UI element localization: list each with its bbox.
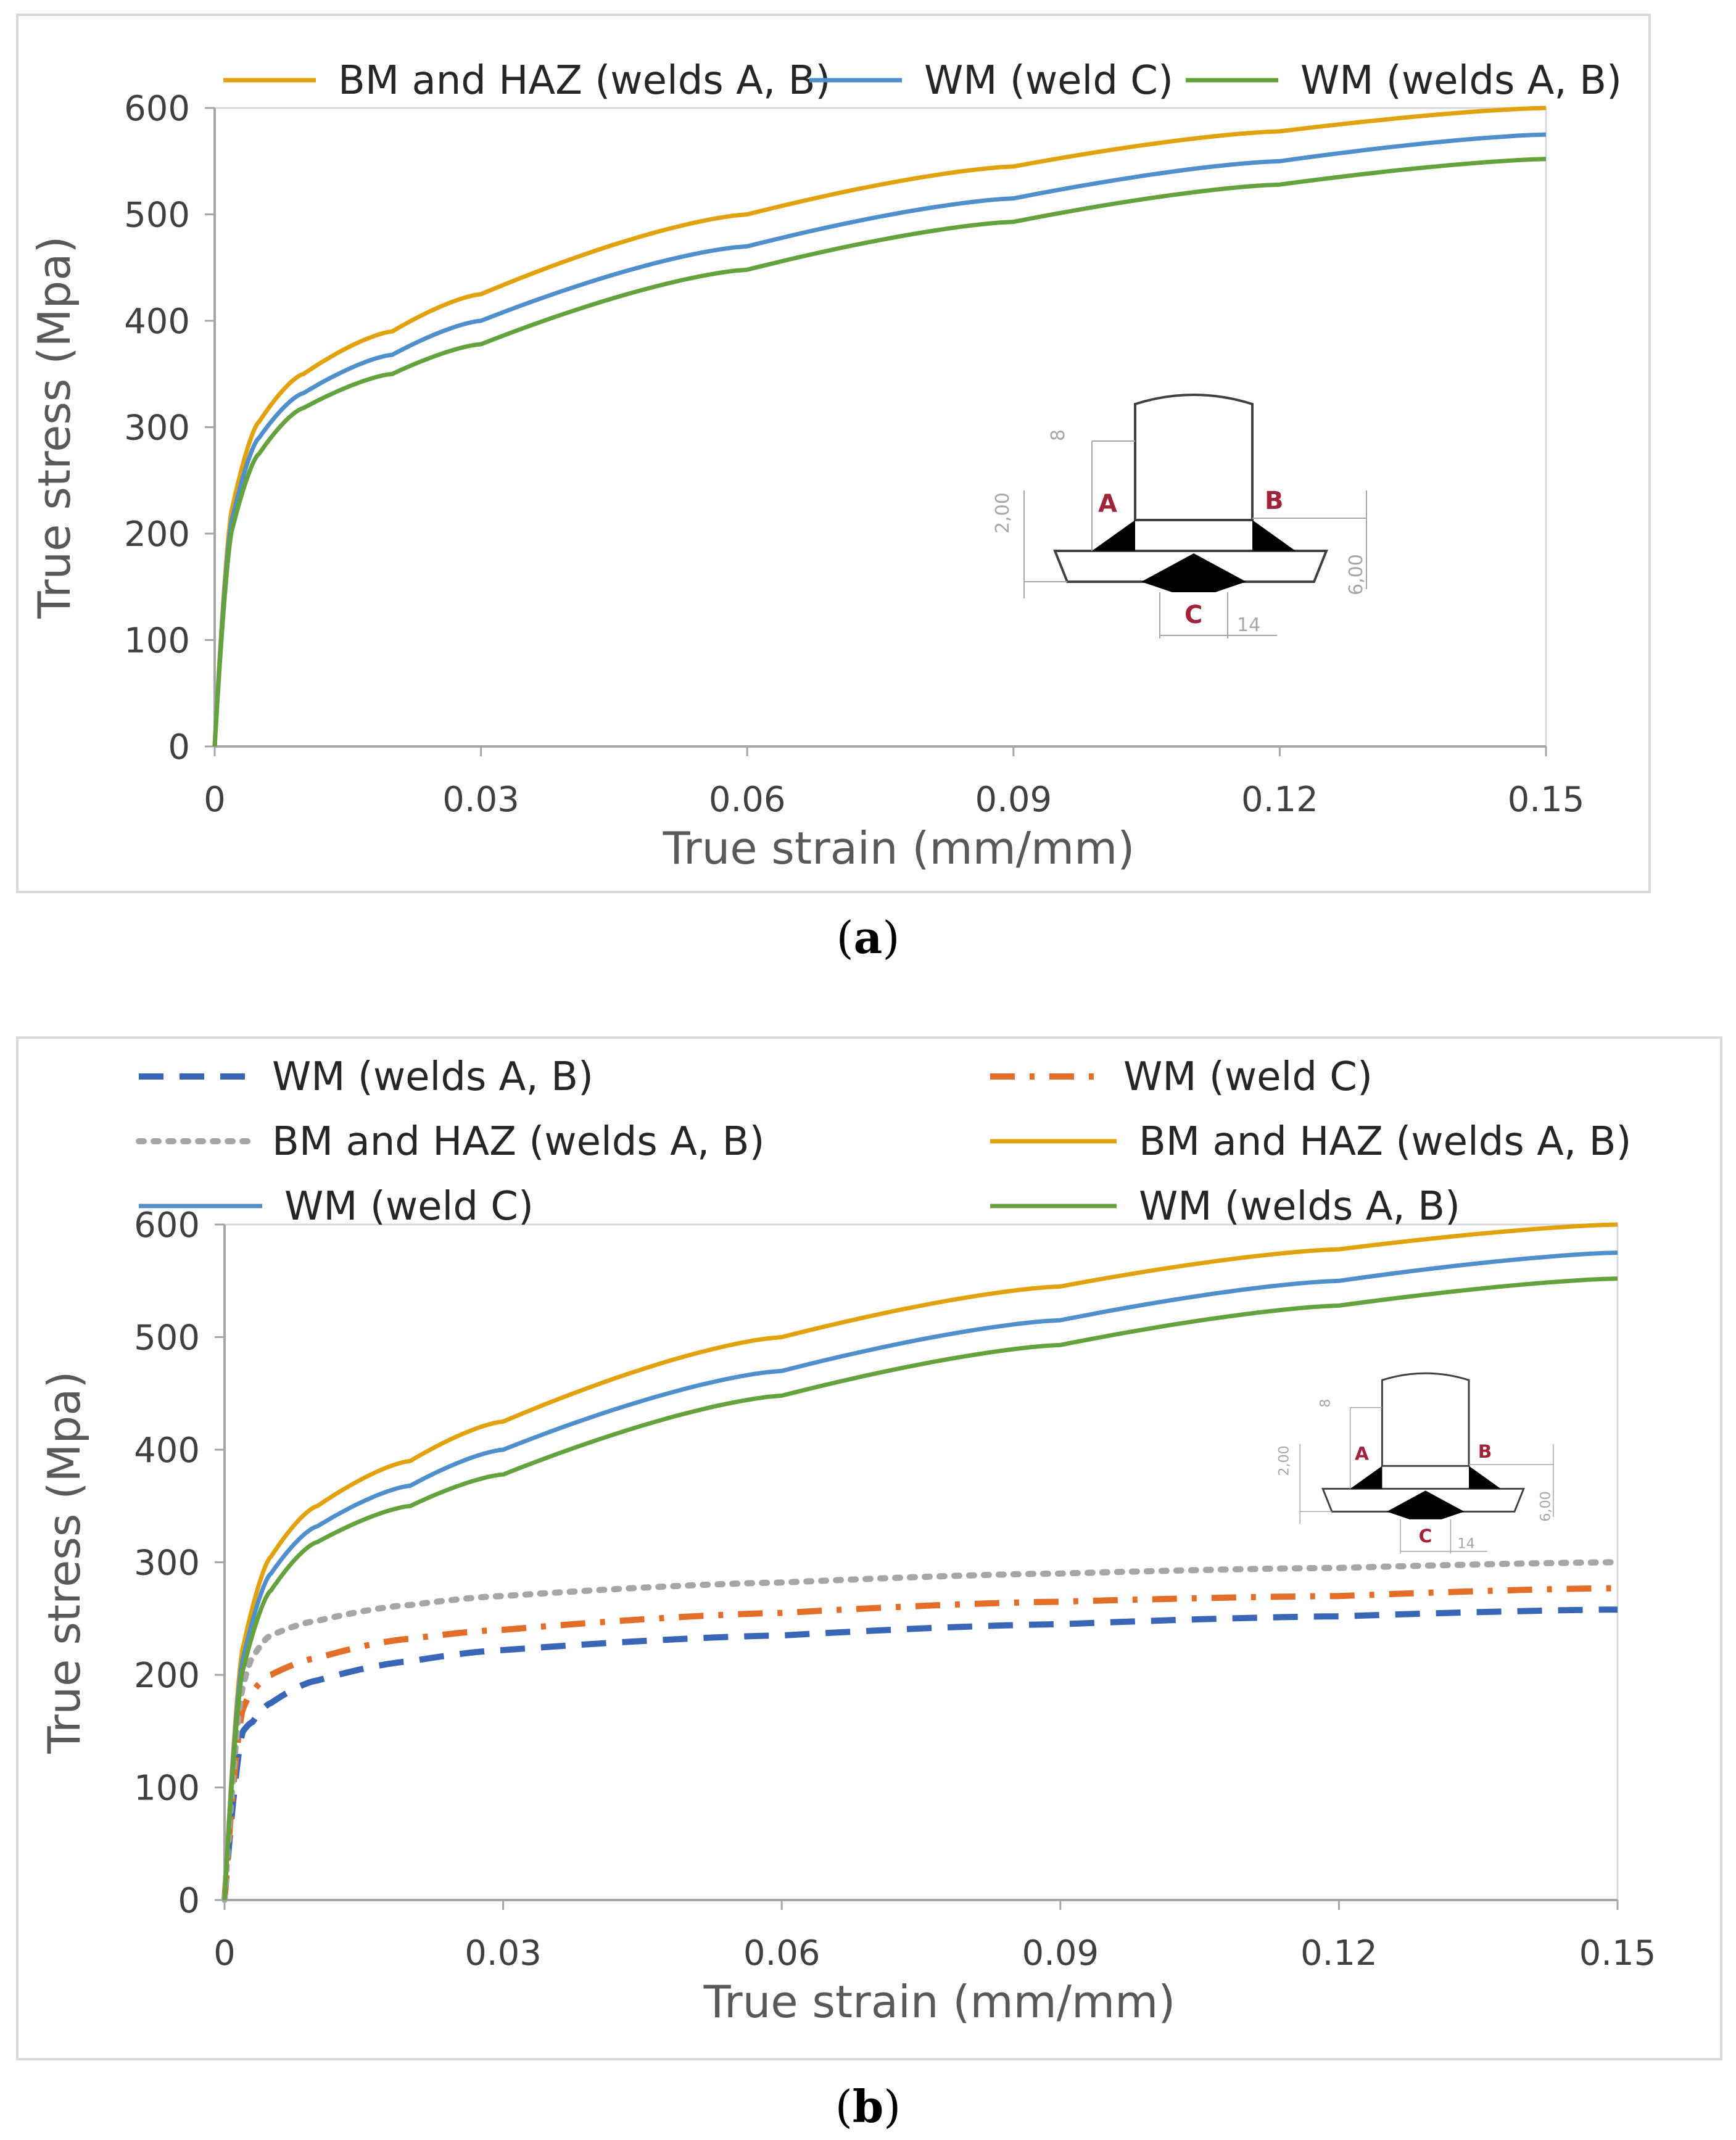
- web-plate: [1134, 394, 1254, 521]
- y-tick-label: 200: [124, 514, 190, 555]
- weld-b-fillet: [1469, 1466, 1501, 1489]
- caption-b-letter: b: [853, 2080, 883, 2133]
- y-tick-label: 300: [134, 1543, 200, 1584]
- weld-c: [1141, 553, 1246, 592]
- x-tick-label: 0.12: [1241, 780, 1318, 820]
- y-tick-label: 400: [134, 1431, 200, 1471]
- x-tick-label: 0.15: [1579, 1933, 1656, 1973]
- series-line-1: [221, 1606, 1618, 1901]
- chart-b: 0 100 200 300 400 500 600 0 0.03 0.06 0.09 0.12 0.15…: [38, 1054, 1656, 2028]
- legend-label-3: WM (welds A, B): [1300, 58, 1622, 104]
- x-tick-label: 0.12: [1300, 1933, 1378, 1973]
- y-axis-title: True stress (Mpa): [38, 1371, 90, 1754]
- caption-a: (a): [837, 911, 900, 964]
- x-axis-title: True strain (mm/mm): [703, 1976, 1176, 2028]
- y-tick-label: 500: [134, 1318, 200, 1358]
- y-tick-label: 600: [124, 89, 190, 129]
- weld-label-a: A: [1098, 490, 1117, 518]
- weld-label-b: B: [1478, 1441, 1492, 1462]
- series-line-5: [222, 1250, 1618, 1901]
- series-line-3: [221, 1559, 1621, 1903]
- series-line-1: [212, 105, 1547, 747]
- weld-a-fillet: [1092, 520, 1135, 551]
- x-tick-label: 0.06: [743, 1933, 820, 1973]
- weld-b-fillet: [1252, 520, 1296, 551]
- series-line-2: [221, 1585, 1618, 1901]
- legend-label-4: BM and HAZ (welds A, B): [1139, 1119, 1631, 1165]
- x-tick-label: 0.03: [465, 1933, 542, 1973]
- x-tick-label: 0: [213, 1933, 236, 1973]
- series-line-3: [212, 157, 1547, 747]
- series-line-2: [212, 132, 1547, 747]
- legend-label-1: WM (welds A, B): [272, 1054, 593, 1100]
- dim-label-14: 14: [1237, 614, 1260, 636]
- weld-a-fillet: [1350, 1466, 1383, 1489]
- series-line-6: [222, 1276, 1618, 1901]
- weld-label-a: A: [1355, 1444, 1369, 1465]
- x-tick-label: 0.09: [1022, 1933, 1099, 1973]
- chart-a: 0 100 200 300 400 500 600 0 0.03 0.06 0.09 0.12 0.15…: [28, 58, 1622, 874]
- y-tick-label: 300: [124, 408, 190, 448]
- y-tick-label: 100: [134, 1769, 200, 1809]
- y-axis-title: True stress (Mpa): [28, 236, 80, 619]
- weld-label-b: B: [1265, 487, 1284, 515]
- legend-label-2: WM (weld C): [924, 58, 1173, 104]
- x-tick-label: 0.15: [1508, 780, 1585, 820]
- dim-label-8: 8: [1048, 429, 1069, 441]
- web-plate: [1381, 1372, 1470, 1467]
- x-tick-label: 0.09: [975, 780, 1052, 820]
- x-tick-label: 0.03: [442, 780, 519, 820]
- y-tick-label: 400: [124, 302, 190, 342]
- legend-label-6: WM (welds A, B): [1139, 1184, 1460, 1229]
- legend-label-5: WM (weld C): [284, 1184, 534, 1229]
- weld-label-c: C: [1419, 1526, 1432, 1547]
- caption-a-letter: a: [854, 911, 883, 964]
- dim-label-600: 6,00: [1538, 1491, 1554, 1521]
- x-axis-title: True strain (mm/mm): [663, 822, 1135, 874]
- dim-label-200: 2,00: [1276, 1445, 1292, 1476]
- weld-diagram-inset: 8 2,00 6,00 14 A B C: [992, 394, 1367, 638]
- legend-label-1: BM and HAZ (welds A, B): [338, 58, 830, 104]
- weld-diagram-inset: 8 2,00 6,00 14 A B C: [1276, 1372, 1554, 1554]
- weld-c: [1386, 1490, 1465, 1519]
- y-tick-label: 500: [124, 196, 190, 236]
- series-line-4: [222, 1222, 1618, 1901]
- y-tick-label: 200: [134, 1656, 200, 1696]
- legend-label-2: WM (weld C): [1123, 1054, 1373, 1100]
- dim-label-8: 8: [1317, 1398, 1333, 1407]
- legend-label-3: BM and HAZ (welds A, B): [272, 1119, 764, 1165]
- weld-label-c: C: [1184, 601, 1202, 629]
- y-tick-label: 0: [178, 1881, 200, 1921]
- x-tick-label: 0.06: [709, 780, 786, 820]
- caption-b: (b): [835, 2080, 901, 2133]
- y-tick-label: 100: [124, 621, 190, 661]
- y-tick-label: 600: [134, 1205, 200, 1246]
- panel-b-frame: [16, 1036, 1722, 2060]
- dim-label-600: 6,00: [1345, 554, 1367, 595]
- dim-label-200: 2,00: [992, 492, 1014, 534]
- dim-label-14: 14: [1458, 1536, 1475, 1552]
- y-tick-label: 0: [168, 727, 190, 767]
- x-tick-label: 0: [204, 780, 226, 820]
